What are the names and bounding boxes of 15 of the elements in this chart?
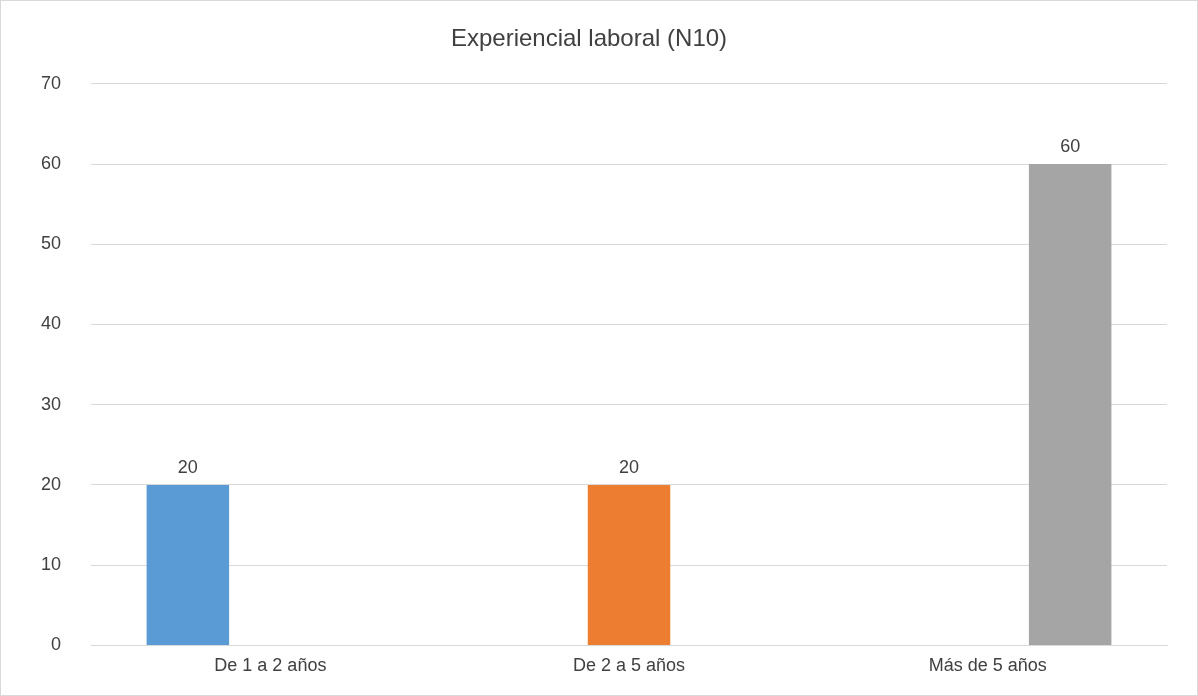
chart-title: Experiencial laboral (N10) [450, 24, 728, 52]
data-label: 20 [177, 456, 198, 477]
y-tick-label: 10 [40, 554, 62, 575]
x-tick-label: De 2 a 5 años [572, 655, 686, 676]
y-tick-label: 30 [40, 393, 62, 414]
data-label: 60 [1060, 136, 1081, 156]
y-tick-label: 50 [40, 233, 62, 254]
y-tick-label: 60 [40, 153, 62, 173]
y-tick-label: 20 [40, 473, 62, 494]
y-tick-label: 70 [40, 72, 62, 93]
y-tick-label: 0 [51, 634, 62, 655]
y-tick-label: 40 [40, 313, 62, 334]
x-tick-label: Más de 5 años [928, 655, 1047, 676]
x-tick-label: De 1 a 2 años [214, 655, 327, 676]
data-label: 20 [619, 456, 640, 477]
